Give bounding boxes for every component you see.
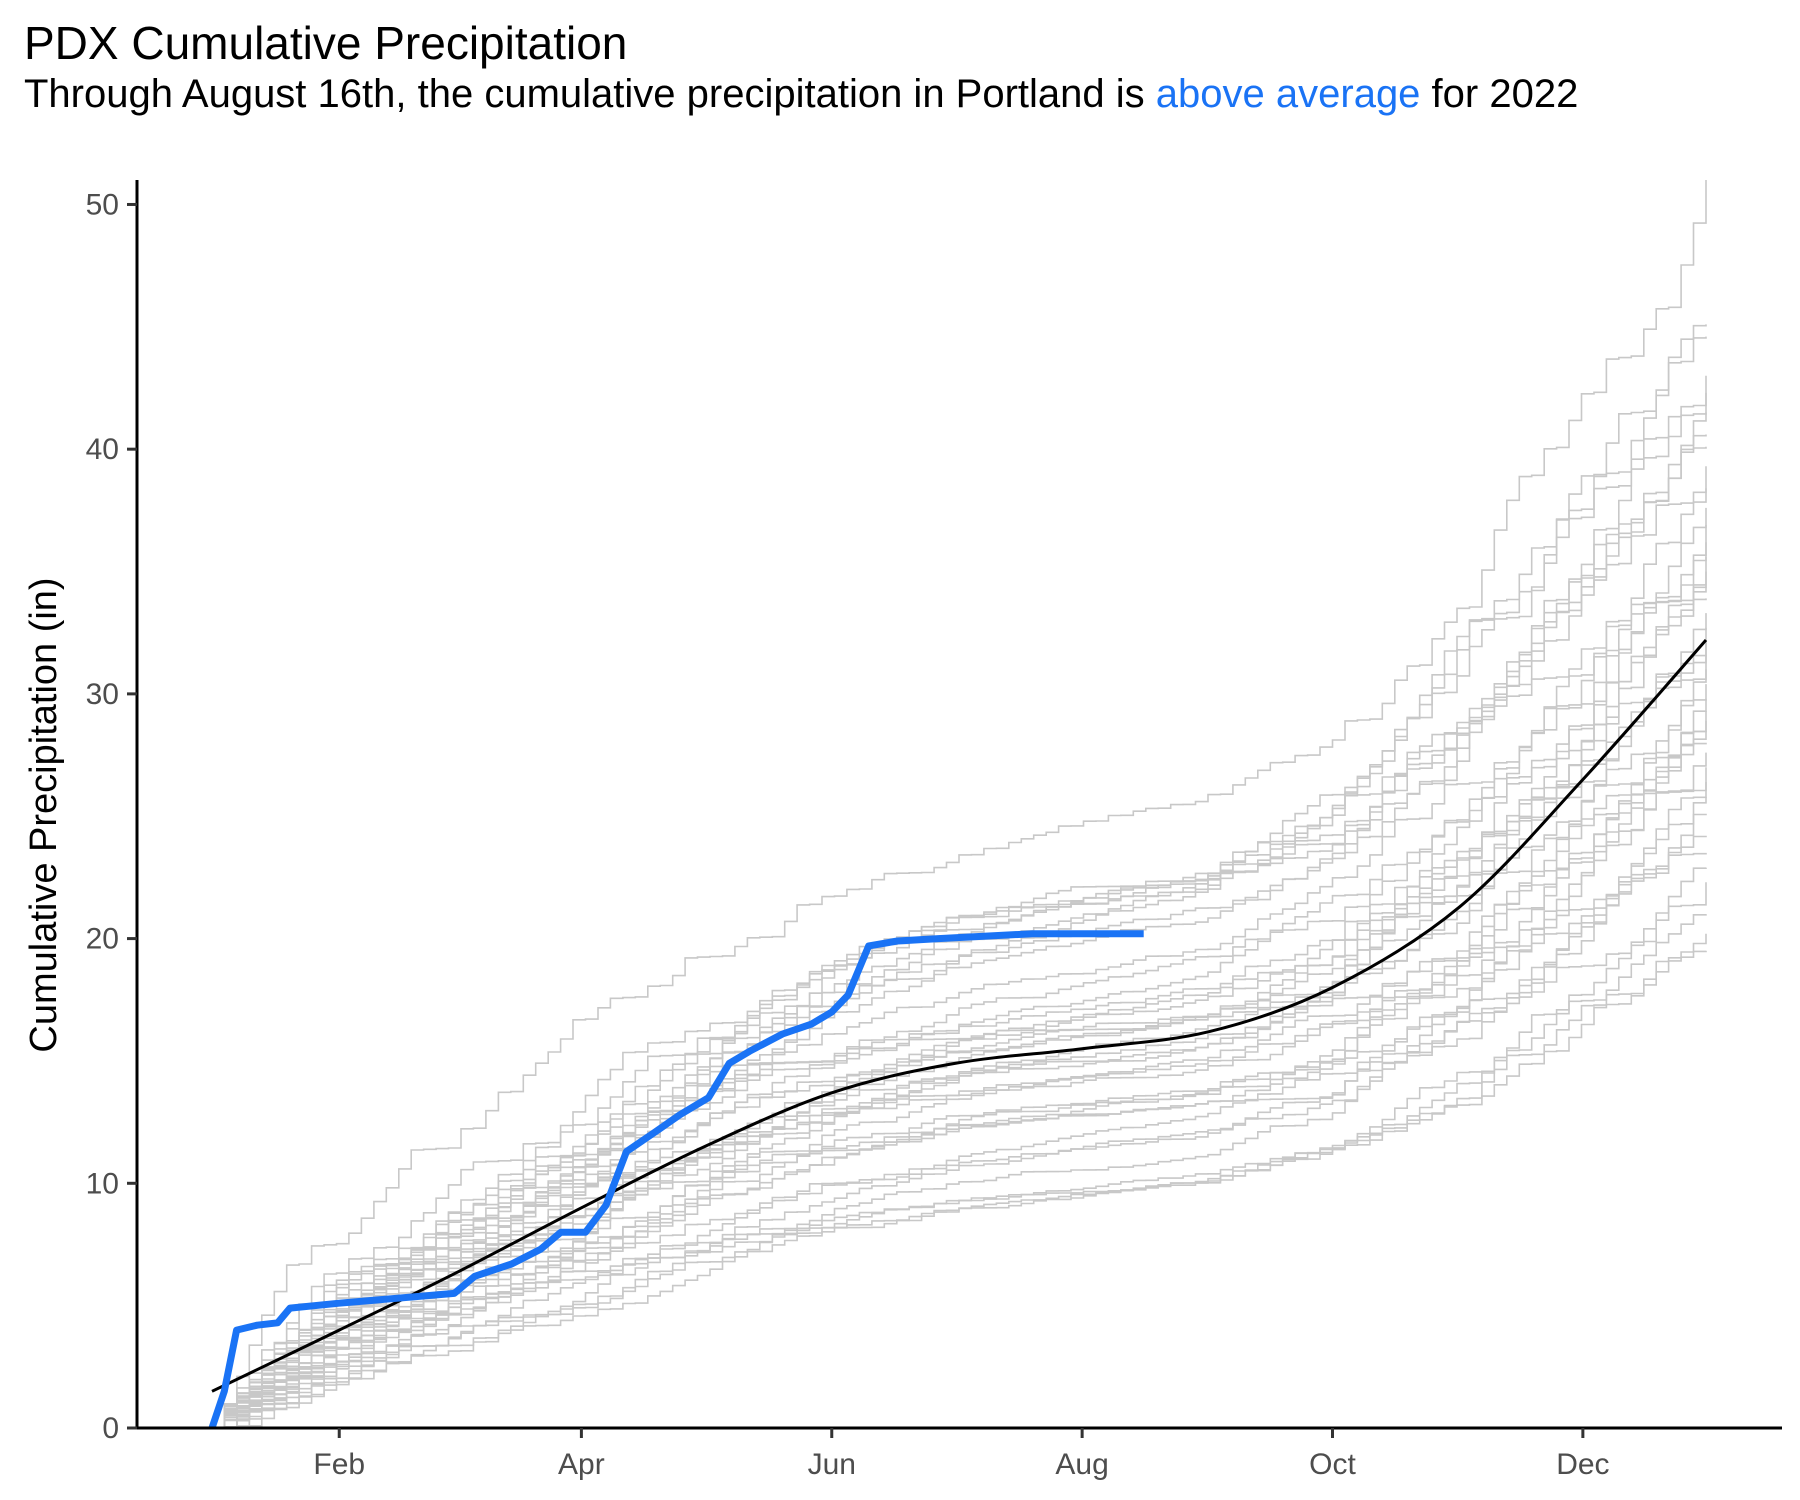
- y-tick-label: 10: [86, 1167, 119, 1200]
- x-axis: Feb Apr Jun Aug Oct Dec: [313, 1428, 1610, 1481]
- historical-year-line: [212, 180, 1707, 1429]
- historical-year-line: [212, 324, 1707, 1429]
- y-tick-label: 20: [86, 923, 119, 956]
- historical-year-line: [212, 914, 1707, 1429]
- y-tick-label: 40: [86, 433, 119, 466]
- historical-year-line: [212, 542, 1707, 1429]
- historical-year-line: [212, 556, 1707, 1429]
- chart-title: PDX Cumulative Precipitation: [24, 17, 628, 69]
- y-axis-label: Cumulative Precipitation (in): [23, 577, 65, 1052]
- x-tick-label: Jun: [808, 1448, 856, 1481]
- subtitle-text-after: for 2022: [1420, 72, 1579, 116]
- y-tick-label: 0: [102, 1412, 119, 1445]
- historical-year-line: [212, 525, 1707, 1429]
- historical-year-line: [212, 669, 1707, 1429]
- historical-year-line: [212, 684, 1707, 1429]
- x-tick-label: Apr: [558, 1448, 605, 1481]
- x-tick-label: Aug: [1055, 1448, 1108, 1481]
- x-tick-label: Dec: [1556, 1448, 1609, 1481]
- historical-year-line: [212, 782, 1707, 1429]
- historical-year-line: [212, 950, 1707, 1429]
- historical-lines: [212, 180, 1707, 1429]
- average-line: [211, 639, 1708, 1393]
- chart-subtitle: Through August 16th, the cumulative prec…: [24, 66, 1724, 122]
- historical-year-line: [212, 507, 1707, 1429]
- current-year-line: [208, 930, 1144, 1430]
- historical-year-line: [212, 375, 1707, 1429]
- y-axis: 0 10 20 30 40 50: [86, 188, 137, 1445]
- subtitle-text-before: Through August 16th, the cumulative prec…: [24, 72, 1156, 116]
- y-tick-label: 50: [86, 188, 119, 221]
- x-tick-label: Feb: [313, 1448, 365, 1481]
- x-tick-label: Oct: [1309, 1448, 1356, 1481]
- subtitle-highlight: above average: [1155, 72, 1421, 116]
- historical-year-line: [212, 796, 1707, 1429]
- y-tick-label: 30: [86, 678, 119, 711]
